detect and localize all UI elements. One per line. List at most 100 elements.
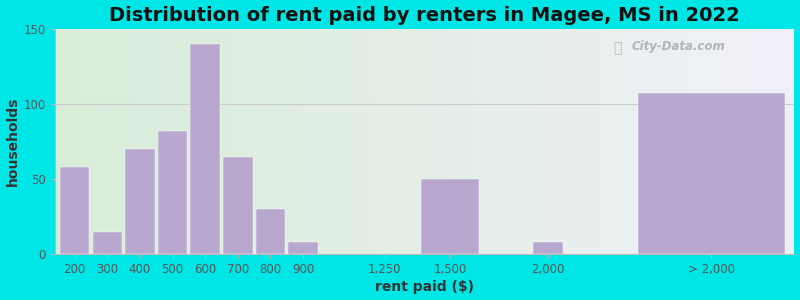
Bar	[85, 29, 92, 254]
Bar	[240, 29, 247, 254]
Bar	[742, 29, 750, 254]
Bar	[521, 29, 528, 254]
Bar	[151, 29, 158, 254]
Bar	[698, 29, 706, 254]
Bar	[254, 29, 262, 254]
Bar	[188, 29, 195, 254]
Bar	[256, 209, 285, 254]
Bar	[299, 29, 306, 254]
Bar	[336, 29, 343, 254]
Bar	[439, 29, 447, 254]
Bar	[498, 29, 506, 254]
Bar	[174, 29, 181, 254]
Bar	[218, 29, 225, 254]
Bar	[225, 29, 233, 254]
Bar	[566, 29, 573, 254]
Bar	[223, 157, 253, 254]
Bar	[477, 29, 484, 254]
Bar	[158, 131, 187, 254]
Bar	[484, 29, 491, 254]
Bar	[750, 29, 758, 254]
Bar	[534, 242, 562, 254]
Bar	[765, 29, 772, 254]
Bar	[62, 29, 70, 254]
X-axis label: rent paid ($): rent paid ($)	[375, 280, 474, 294]
Bar	[632, 29, 639, 254]
Bar	[735, 29, 742, 254]
Text: ⦿: ⦿	[614, 41, 622, 55]
Bar	[421, 179, 479, 254]
Bar	[247, 29, 254, 254]
Bar	[277, 29, 284, 254]
Bar	[373, 29, 380, 254]
Bar	[289, 242, 318, 254]
Bar	[195, 29, 203, 254]
Bar	[70, 29, 77, 254]
Bar	[210, 29, 218, 254]
Bar	[594, 29, 602, 254]
Bar	[646, 29, 654, 254]
Bar	[125, 149, 154, 254]
Bar	[158, 29, 166, 254]
Bar	[543, 29, 550, 254]
Bar	[469, 29, 477, 254]
Bar	[669, 29, 676, 254]
Bar	[262, 29, 270, 254]
Bar	[558, 29, 566, 254]
Bar	[114, 29, 122, 254]
Bar	[395, 29, 402, 254]
Bar	[270, 29, 277, 254]
Bar	[610, 29, 617, 254]
Bar	[136, 29, 144, 254]
Bar	[721, 29, 728, 254]
Bar	[99, 29, 106, 254]
Bar	[713, 29, 721, 254]
Bar	[638, 94, 785, 254]
Bar	[691, 29, 698, 254]
Bar	[683, 29, 691, 254]
Bar	[106, 29, 114, 254]
Bar	[654, 29, 662, 254]
Bar	[758, 29, 765, 254]
Bar	[662, 29, 669, 254]
Bar	[92, 29, 99, 254]
Bar	[358, 29, 366, 254]
Title: Distribution of rent paid by renters in Magee, MS in 2022: Distribution of rent paid by renters in …	[110, 6, 740, 25]
Bar	[462, 29, 469, 254]
Bar	[514, 29, 521, 254]
Bar	[454, 29, 462, 254]
Bar	[528, 29, 536, 254]
Bar	[587, 29, 594, 254]
Bar	[350, 29, 358, 254]
Bar	[388, 29, 395, 254]
Bar	[306, 29, 314, 254]
Bar	[203, 29, 210, 254]
Bar	[77, 29, 85, 254]
Bar	[380, 29, 388, 254]
Bar	[447, 29, 454, 254]
Bar	[343, 29, 350, 254]
Bar	[602, 29, 610, 254]
Bar	[284, 29, 292, 254]
Bar	[772, 29, 780, 254]
Bar	[166, 29, 174, 254]
Y-axis label: households: households	[6, 97, 19, 186]
Bar	[314, 29, 321, 254]
Bar	[366, 29, 373, 254]
Bar	[122, 29, 129, 254]
Bar	[55, 29, 62, 254]
Bar	[639, 29, 646, 254]
Bar	[432, 29, 439, 254]
Bar	[402, 29, 410, 254]
Bar	[144, 29, 151, 254]
Bar	[233, 29, 240, 254]
Bar	[292, 29, 299, 254]
Text: City-Data.com: City-Data.com	[632, 40, 726, 53]
Bar	[536, 29, 543, 254]
Bar	[418, 29, 425, 254]
Bar	[573, 29, 580, 254]
Bar	[322, 29, 329, 254]
Bar	[190, 44, 220, 254]
Bar	[550, 29, 558, 254]
Bar	[787, 29, 794, 254]
